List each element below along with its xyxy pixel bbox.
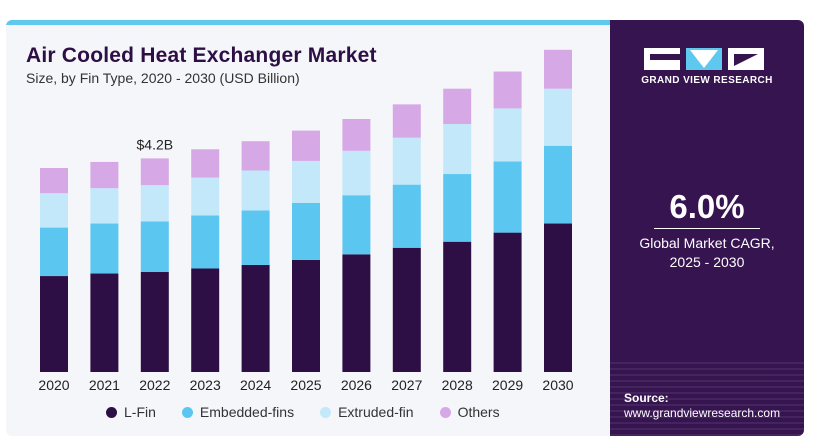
bar-extruded-fin-2026 bbox=[342, 150, 371, 196]
bar-embedded-fins-2028 bbox=[443, 174, 472, 242]
x-tick-label-2022: 2022 bbox=[139, 377, 170, 393]
bar-others-2022 bbox=[140, 158, 169, 186]
bar-extruded-fin-2030 bbox=[544, 88, 572, 146]
bar-embedded-fins-2030 bbox=[544, 145, 572, 224]
bar-others-2024 bbox=[241, 141, 270, 171]
x-tick-label-2020: 2020 bbox=[38, 377, 69, 393]
grand-view-research-logo bbox=[644, 48, 764, 70]
bar-extruded-fin-2028 bbox=[443, 124, 472, 175]
bar-l-fin-2023 bbox=[191, 268, 220, 372]
bar-l-fin-2022 bbox=[140, 272, 169, 372]
x-tick-label-2030: 2030 bbox=[542, 377, 573, 393]
cagr-label-line2: 2025 - 2030 bbox=[669, 254, 745, 270]
bar-others-2025 bbox=[292, 130, 320, 161]
x-tick-label-2026: 2026 bbox=[341, 377, 372, 393]
bar-l-fin-2026 bbox=[342, 254, 371, 372]
bar-embedded-fins-2021 bbox=[90, 223, 119, 274]
legend-item-others: Others bbox=[439, 404, 500, 420]
bar-others-2023 bbox=[191, 149, 220, 178]
source-link[interactable]: www.grandviewresearch.com bbox=[624, 406, 781, 420]
chart-legend: L-Fin Embedded-fins Extruded-fin Others bbox=[106, 404, 526, 420]
legend-label-extruded-fin: Extruded-fin bbox=[338, 404, 414, 420]
legend-label-l-fin: L-Fin bbox=[124, 404, 156, 420]
chart-title: Air Cooled Heat Exchanger Market bbox=[26, 44, 377, 67]
bar-l-fin-2025 bbox=[292, 259, 320, 372]
bar-embedded-fins-2024 bbox=[241, 210, 270, 265]
bar-others-2028 bbox=[443, 88, 472, 125]
bar-embedded-fins-2025 bbox=[292, 202, 320, 260]
x-tick-label-2024: 2024 bbox=[240, 377, 271, 393]
bar-l-fin-2021 bbox=[90, 273, 119, 372]
bar-l-fin-2020 bbox=[40, 276, 68, 372]
source-title: Source: bbox=[624, 391, 669, 405]
legend-dot-embedded-fins bbox=[181, 406, 193, 418]
bar-embedded-fins-2020 bbox=[40, 227, 68, 277]
bar-embedded-fins-2027 bbox=[392, 184, 421, 248]
cagr-label: Global Market CAGR, 2025 - 2030 bbox=[610, 234, 804, 272]
data-label-2022: $4.2B bbox=[137, 136, 174, 152]
x-tick-label-2025: 2025 bbox=[290, 377, 321, 393]
bar-l-fin-2028 bbox=[443, 241, 472, 372]
legend-dot-extruded-fin bbox=[320, 406, 332, 418]
legend-label-others: Others bbox=[457, 404, 500, 420]
bar-embedded-fins-2022 bbox=[140, 221, 169, 273]
cagr-value: 6.0% bbox=[669, 188, 745, 225]
bar-others-2021 bbox=[90, 161, 119, 189]
x-tick-label-2021: 2021 bbox=[89, 377, 120, 393]
bar-extruded-fin-2021 bbox=[90, 188, 119, 224]
legend-item-extruded-fin: Extruded-fin bbox=[320, 404, 414, 420]
legend-dot-others bbox=[439, 406, 451, 418]
x-tick-label-2029: 2029 bbox=[492, 377, 523, 393]
info-sidebar: GRAND VIEW RESEARCH 6.0% Global Market C… bbox=[610, 20, 804, 436]
legend-dot-l-fin bbox=[106, 406, 117, 418]
bar-l-fin-2024 bbox=[241, 264, 270, 372]
bar-extruded-fin-2029 bbox=[493, 108, 522, 162]
bar-others-2029 bbox=[493, 71, 522, 109]
bar-l-fin-2030 bbox=[544, 223, 572, 372]
bar-extruded-fin-2023 bbox=[191, 177, 220, 216]
bar-embedded-fins-2023 bbox=[191, 215, 220, 269]
cagr-label-line1: Global Market CAGR, bbox=[639, 235, 775, 251]
bar-extruded-fin-2020 bbox=[40, 193, 68, 228]
chart-card: Air Cooled Heat Exchanger Market Size, b… bbox=[6, 20, 804, 436]
x-tick-label-2027: 2027 bbox=[391, 377, 422, 393]
legend-item-l-fin: L-Fin bbox=[106, 404, 156, 420]
x-tick-label-2028: 2028 bbox=[442, 377, 473, 393]
top-accent-bar bbox=[6, 20, 610, 25]
bar-others-2020 bbox=[40, 167, 68, 194]
bar-others-2030 bbox=[544, 49, 572, 89]
x-tick-label-2023: 2023 bbox=[190, 377, 221, 393]
legend-item-embedded-fins: Embedded-fins bbox=[181, 404, 295, 420]
bar-embedded-fins-2029 bbox=[493, 161, 522, 233]
bar-extruded-fin-2024 bbox=[241, 170, 270, 211]
cagr-divider bbox=[654, 228, 760, 229]
bar-l-fin-2029 bbox=[493, 232, 522, 372]
bar-others-2027 bbox=[392, 104, 421, 138]
bar-embedded-fins-2026 bbox=[342, 195, 371, 255]
sidebar-stripe-pattern bbox=[610, 360, 804, 436]
legend-label-embedded-fins: Embedded-fins bbox=[199, 404, 295, 420]
bar-extruded-fin-2027 bbox=[392, 137, 421, 185]
chart-subtitle: Size, by Fin Type, 2020 - 2030 (USD Bill… bbox=[26, 70, 300, 86]
bar-others-2026 bbox=[342, 118, 371, 151]
bar-chart: 2020 2021 2022 2023 2024 2025 2026 2027 2028 2029… bbox=[38, 49, 574, 393]
bar-l-fin-2027 bbox=[392, 247, 421, 372]
bar-extruded-fin-2022 bbox=[140, 185, 169, 222]
bar-extruded-fin-2025 bbox=[292, 160, 320, 203]
brand-name: GRAND VIEW RESEARCH bbox=[641, 75, 773, 86]
